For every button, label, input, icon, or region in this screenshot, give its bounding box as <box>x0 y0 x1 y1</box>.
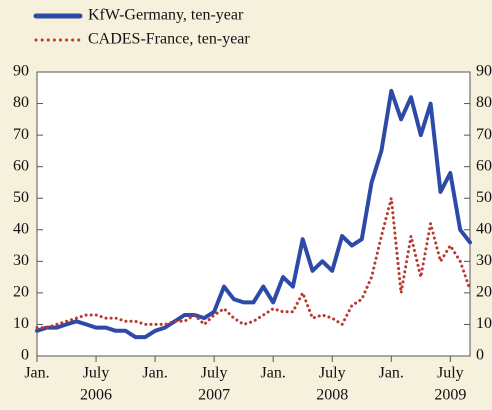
x-tick-label: Jan. <box>142 365 167 382</box>
x-tick-label: July <box>83 365 110 382</box>
year-label: 2008 <box>316 387 348 404</box>
y-tick-label: 50 <box>13 189 29 206</box>
y2-tick-label: 50 <box>476 189 492 206</box>
legend-label: CADES-France, ten-year <box>88 31 250 48</box>
y-tick-label: 90 <box>13 63 29 80</box>
x-tick-label: Jan. <box>379 365 404 382</box>
series-line <box>35 88 472 340</box>
legend-label: KfW-Germany, ten-year <box>88 7 244 24</box>
year-label: 2009 <box>434 387 466 404</box>
y2-tick-label: 10 <box>476 315 492 332</box>
y-tick-label: 70 <box>13 126 29 143</box>
y-tick-label: 20 <box>13 284 29 301</box>
x-tick-label: July <box>201 365 228 382</box>
y2-tick-label: 40 <box>476 220 492 237</box>
x-tick-label: July <box>319 365 346 382</box>
year-label: 2007 <box>198 387 230 404</box>
y2-tick-label: 90 <box>476 63 492 80</box>
y-tick-label: 0 <box>21 347 29 364</box>
y-tick-label: 60 <box>13 157 29 174</box>
y2-tick-label: 20 <box>476 284 492 301</box>
plot-area <box>36 71 471 357</box>
y2-tick-label: 60 <box>476 157 492 174</box>
y2-tick-label: 70 <box>476 126 492 143</box>
x-tick-label: July <box>437 365 464 382</box>
y-tick-label: 10 <box>13 315 29 332</box>
year-label: 2006 <box>80 387 112 404</box>
x-tick-label: Jan. <box>261 365 286 382</box>
y2-tick-label: 30 <box>476 252 492 269</box>
y-tick-label: 40 <box>13 220 29 237</box>
y2-tick-label: 0 <box>476 347 484 364</box>
y-tick-label: 30 <box>13 252 29 269</box>
y2-tick-label: 80 <box>476 94 492 111</box>
y-tick-label: 80 <box>13 94 29 111</box>
x-tick-label: Jan. <box>24 365 49 382</box>
